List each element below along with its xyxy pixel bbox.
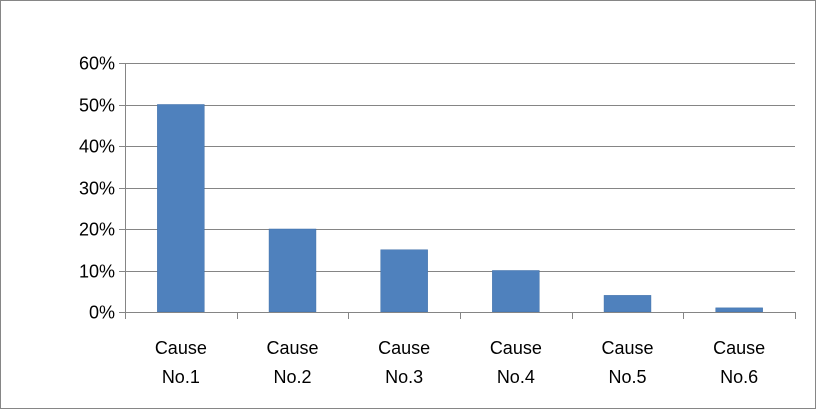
axes	[119, 63, 796, 319]
x-tick-label-line: No.5	[608, 367, 646, 387]
x-tick-label: Cause No.4	[490, 338, 542, 387]
y-tick-label: 30%	[79, 179, 115, 199]
bar	[157, 104, 205, 313]
x-tick-label-line: Cause	[713, 338, 765, 358]
y-tick-label: 60%	[79, 54, 115, 74]
bar	[380, 249, 428, 313]
y-tick-label: 0%	[89, 303, 115, 323]
bar	[492, 270, 540, 313]
x-tick-label-line: Cause	[266, 338, 318, 358]
y-tick-labels: 0% 10% 20% 30% 40% 50% 60%	[79, 54, 115, 323]
x-tick-label-line: No.4	[497, 367, 535, 387]
y-tick-label: 40%	[79, 137, 115, 157]
x-tick-label: Cause No.6	[713, 338, 765, 387]
x-tick-label-line: No.1	[162, 367, 200, 387]
y-tick-label: 20%	[79, 220, 115, 240]
bars	[157, 104, 763, 313]
bar	[603, 295, 652, 313]
x-tick-label: Cause No.2	[266, 338, 318, 387]
y-tick-label: 50%	[79, 96, 115, 116]
x-tick-label-line: No.3	[385, 367, 423, 387]
x-tick-label-line: No.2	[273, 367, 311, 387]
x-tick-label-line: Cause	[378, 338, 430, 358]
bar	[715, 307, 763, 313]
x-tick-label-line: Cause	[490, 338, 542, 358]
x-tick-label-line: No.6	[720, 367, 758, 387]
x-tick-label: Cause No.3	[378, 338, 430, 387]
x-tick-label: Cause No.5	[601, 338, 653, 387]
gridlines	[125, 63, 795, 272]
bar	[268, 228, 317, 313]
x-tick-label: Cause No.1	[155, 338, 207, 387]
x-tick-label-line: Cause	[155, 338, 207, 358]
y-tick-label: 10%	[79, 262, 115, 282]
x-tick-label-line: Cause	[601, 338, 653, 358]
